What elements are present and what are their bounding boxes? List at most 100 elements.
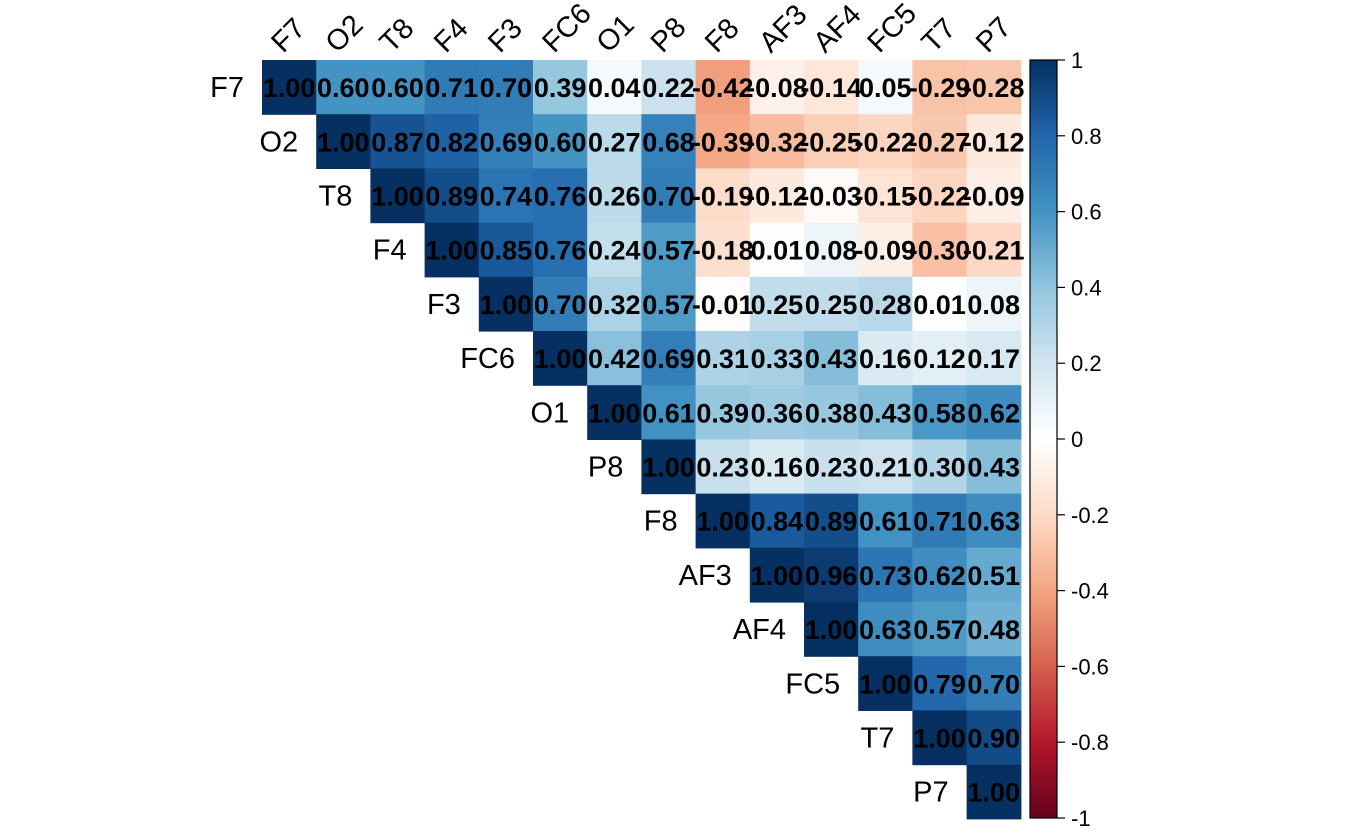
cell-value-O2-FC6: 0.60 (534, 127, 587, 157)
cell-value-O2-FC5: -0.22 (855, 127, 917, 157)
cell-value-P8-FC5: 0.21 (859, 453, 912, 483)
heatmap-cell-O2-F3 (478, 114, 534, 169)
cell-value-F3-P7: 0.08 (967, 290, 1020, 320)
cell-value-F7-FC6: 0.39 (534, 73, 587, 103)
heatmap-cell-F3-F8 (695, 276, 751, 332)
cell-value-F3-FC5: 0.28 (859, 290, 912, 320)
column-label-T8: T8 (374, 12, 421, 59)
cell-value-F8-AF4: 0.89 (805, 507, 858, 537)
cell-value-O2-T7: -0.27 (909, 127, 971, 157)
cell-value-AF3-AF3: 1.00 (751, 561, 804, 591)
cell-value-FC6-AF4: 0.43 (805, 344, 858, 374)
heatmap-cell-P8-P7 (966, 439, 1022, 495)
cell-value-AF4-P7: 0.48 (967, 615, 1020, 645)
heatmap-cell-F7-F4 (424, 60, 480, 115)
cell-value-F7-O1: 0.04 (588, 73, 641, 103)
heatmap-values: 1.00 0.60 0.60 0.71 0.70 0.39 0.04 0.22-0.42-0.… (263, 73, 1025, 808)
cell-value-F4-F3: 0.85 (480, 236, 533, 266)
heatmap-cell-P8-T7 (912, 439, 968, 495)
cell-value-P7-P7: 1.00 (967, 778, 1020, 808)
cell-value-T8-P7: -0.09 (963, 182, 1025, 212)
cell-value-F4-P8: 0.57 (642, 236, 695, 266)
row-label-O2: O2 (260, 126, 299, 158)
cell-value-O2-T8: 0.87 (371, 127, 424, 157)
cell-value-F8-AF3: 0.84 (751, 507, 804, 537)
heatmap-cell-F3-FC5 (858, 276, 913, 332)
heatmap-cell-FC6-F8 (695, 331, 751, 386)
cell-value-F4-O1: 0.24 (588, 236, 641, 266)
cell-value-P8-T7: 0.30 (913, 453, 966, 483)
cell-value-F7-P8: 0.22 (642, 73, 695, 103)
cell-value-T7-T7: 1.00 (913, 724, 966, 754)
heatmap-cell-O1-AF3 (749, 385, 805, 440)
column-label-FC5: FC5 (862, 0, 923, 59)
cell-value-O1-F8: 0.39 (696, 398, 749, 428)
column-label-AF3: AF3 (753, 0, 813, 59)
heatmap-cell-AF4-P7 (966, 602, 1022, 657)
heatmap-cell-F3-AF3 (749, 276, 805, 332)
heatmap-cell-P7-P7 (966, 764, 1022, 820)
heatmap-cell-F4-P7 (966, 222, 1022, 278)
heatmap-cell-F7-FC6 (533, 60, 588, 115)
cell-value-F8-P7: 0.63 (967, 507, 1020, 537)
cell-value-T8-AF4: -0.03 (800, 182, 862, 212)
heatmap-cell-T8-P8 (641, 168, 697, 224)
heatmap-cell-F8-F8 (695, 493, 751, 549)
cell-value-F4-F4: 1.00 (425, 236, 478, 266)
cell-value-F3-FC6: 0.70 (534, 290, 587, 320)
heatmap-cell-T8-AF3 (749, 168, 805, 224)
heatmap-cell-AF3-FC5 (858, 547, 913, 603)
cell-value-AF3-T7: 0.62 (913, 561, 966, 591)
heatmap-cell-F8-AF4 (804, 493, 859, 549)
cell-value-T8-O1: 0.26 (588, 182, 641, 212)
column-label-F8: F8 (699, 12, 746, 59)
cell-value-T8-T7: -0.22 (909, 182, 971, 212)
cell-value-AF4-AF4: 1.00 (805, 615, 858, 645)
heatmap-cell-O1-F8 (695, 385, 751, 440)
cell-value-P8-P8: 1.00 (642, 453, 695, 483)
row-label-AF4: AF4 (733, 614, 786, 646)
cell-value-F3-F8: -0.01 (692, 290, 754, 320)
cell-value-O1-FC5: 0.43 (859, 398, 912, 428)
cell-value-FC5-FC5: 1.00 (859, 669, 912, 699)
heatmap-cell-F4-O1 (587, 222, 642, 278)
cell-value-O2-O2: 1.00 (317, 127, 370, 157)
heatmap-cell-T7-T7 (912, 710, 968, 766)
colorbar-tick-label-5: 0 (1071, 427, 1083, 452)
heatmap-cell-T8-T8 (370, 168, 426, 224)
heatmap-cell-AF4-AF4 (804, 602, 859, 657)
heatmap-cell-F3-AF4 (804, 276, 859, 332)
heatmap-cell-FC5-FC5 (858, 656, 913, 711)
heatmap-cell-O1-T7 (912, 385, 968, 440)
cell-value-P8-P7: 0.43 (967, 453, 1020, 483)
heatmap-cell-O2-AF4 (804, 114, 859, 169)
cell-value-FC6-AF3: 0.33 (751, 344, 804, 374)
cell-value-P8-F8: 0.23 (696, 453, 749, 483)
heatmap-cell-F7-FC5 (858, 60, 913, 115)
cell-value-T8-F3: 0.74 (480, 182, 533, 212)
cell-value-O1-AF4: 0.38 (805, 398, 858, 428)
cell-value-FC6-O1: 0.42 (588, 344, 641, 374)
heatmap-cell-T8-T7 (912, 168, 968, 224)
cell-value-O2-O1: 0.27 (588, 127, 641, 157)
cell-value-AF4-T7: 0.57 (913, 615, 966, 645)
cell-value-T8-F4: 0.89 (425, 182, 478, 212)
heatmap-cell-T8-FC5 (858, 168, 913, 224)
colorbar-tick-label-9: -0.8 (1071, 730, 1109, 755)
cell-value-F4-FC6: 0.76 (534, 236, 587, 266)
heatmap-cell-AF3-AF4 (804, 547, 859, 603)
cell-value-O2-AF4: -0.25 (800, 127, 862, 157)
heatmap-cell-F4-FC5 (858, 222, 913, 278)
colorbar: 1 0.8 0.6 0.4 0.2 0 -0.2 -0.4 -0.6 -0.8 -1 (1029, 48, 1109, 831)
cell-value-O2-F4: 0.82 (425, 127, 478, 157)
heatmap-cell-F3-T7 (912, 276, 968, 332)
column-label-O1: O1 (591, 9, 641, 59)
cell-value-T8-F8: -0.19 (692, 182, 754, 212)
colorbar-tick-label-7: -0.4 (1071, 579, 1109, 604)
heatmap-cell-F8-P7 (966, 493, 1022, 549)
cell-value-F4-P7: -0.21 (963, 236, 1025, 266)
heatmap-cells (262, 60, 1022, 820)
cell-value-FC5-P7: 0.70 (967, 669, 1020, 699)
